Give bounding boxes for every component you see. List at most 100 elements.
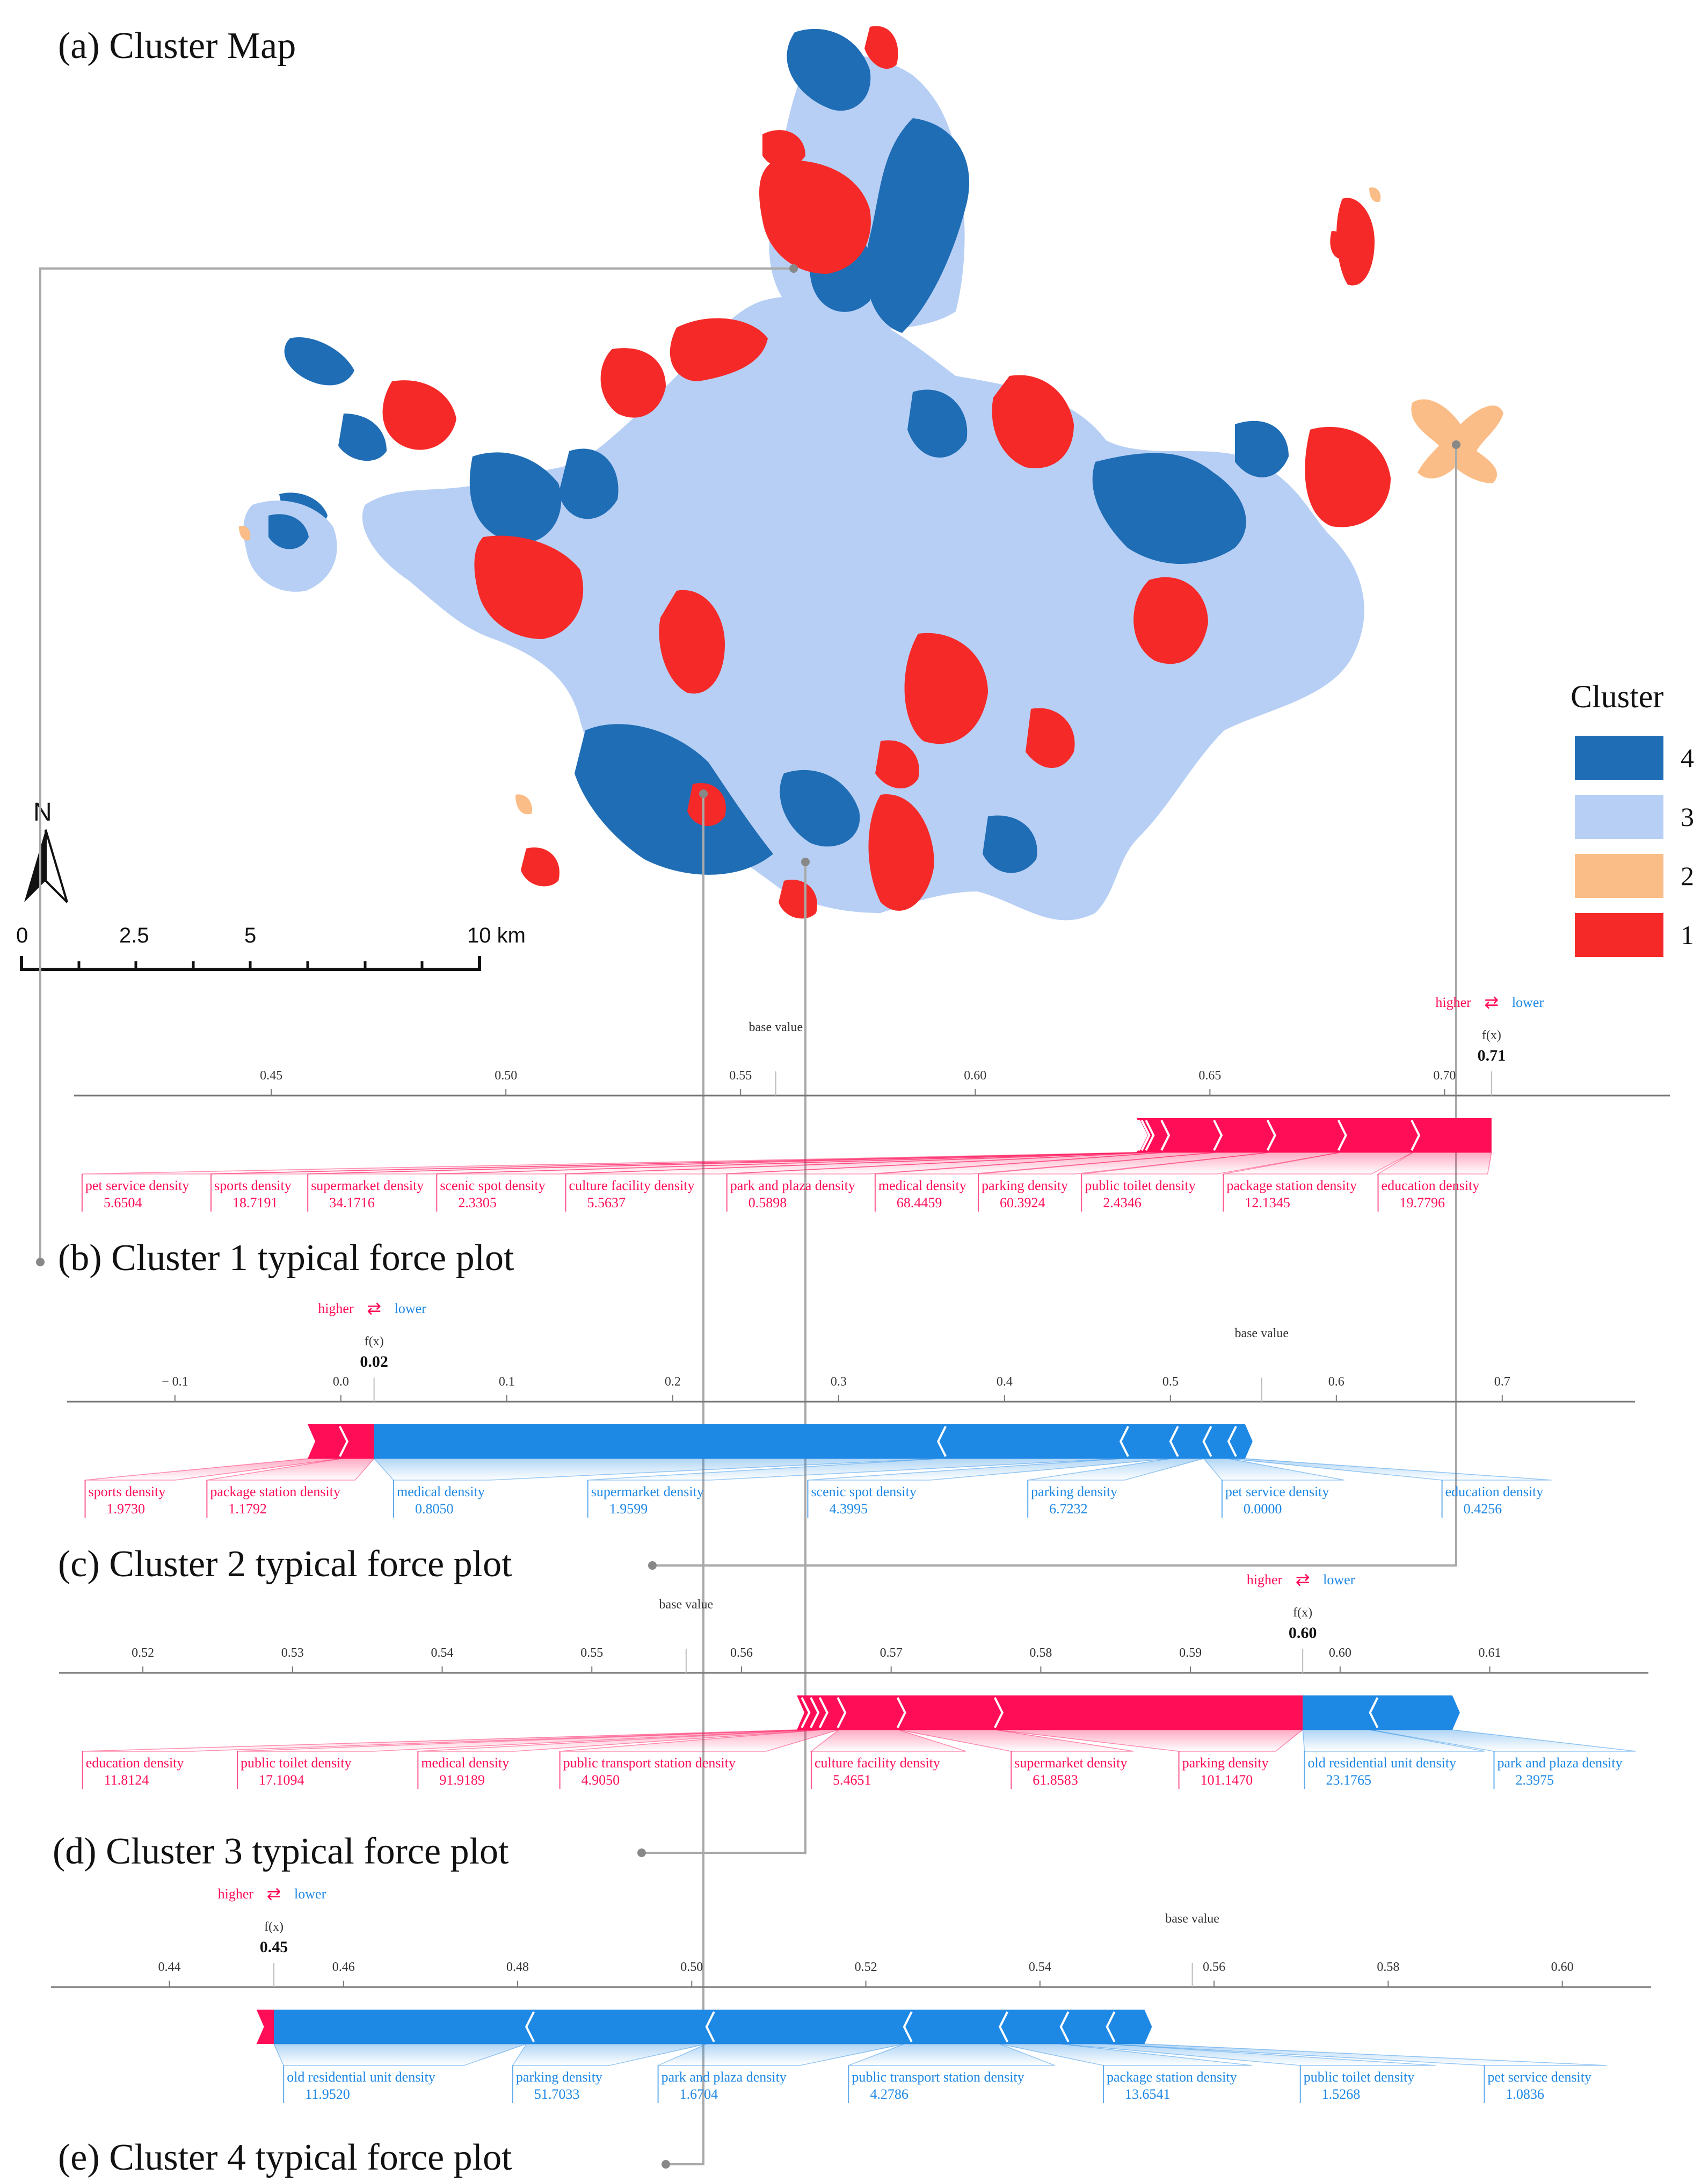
- scale-label-2-5: 2.5: [119, 924, 149, 947]
- feature-value: 68.4459: [897, 1195, 942, 1210]
- map-region-cluster1: [382, 380, 456, 450]
- map-region-cluster1: [659, 590, 725, 694]
- scale-label-0: 0: [16, 924, 28, 947]
- positive-segment-divider: [1145, 1120, 1155, 1151]
- connector-dot: [699, 789, 708, 798]
- feature-value: 13.6541: [1125, 2086, 1171, 2102]
- feature-value: 11.8124: [104, 1772, 149, 1788]
- positive-segment-divider: [810, 1697, 820, 1728]
- negative-segment-divider: [999, 2011, 1009, 2042]
- feature-fan: [875, 1152, 1216, 1175]
- feature-name: pet service density: [85, 1178, 190, 1193]
- positive-segment-divider: [1337, 1120, 1347, 1151]
- axis-tick-label: 0.54: [1029, 1960, 1051, 1974]
- positive-segment-divider: [1266, 1120, 1276, 1151]
- connector-dot: [789, 264, 798, 273]
- map-title: (a) Cluster Map: [58, 25, 296, 67]
- force-plot-cluster2: (c) Cluster 2 typical force plot − 0.1 0.0…: [58, 1298, 1635, 1585]
- feature-value: 6.7232: [1049, 1501, 1088, 1517]
- feature-value: 0.5898: [748, 1195, 787, 1210]
- feature-name: sports density: [89, 1484, 166, 1499]
- map-region-cluster1: [1026, 708, 1075, 768]
- negative-segment-divider: [1202, 1426, 1212, 1457]
- negative-segment-divider: [1106, 2011, 1116, 2042]
- feature-fan: [1060, 2043, 1436, 2066]
- map-region-cluster4: [469, 452, 562, 543]
- feature-name: supermarket density: [311, 1178, 424, 1193]
- legend-title: Cluster: [1571, 679, 1663, 714]
- feature-value: 2.4346: [1103, 1195, 1142, 1210]
- map-region-cluster1: [1305, 426, 1391, 527]
- force-plot-cluster1: (b) Cluster 1 typical force plot 0.45 0.50…: [58, 992, 1670, 1279]
- feature-value: 101.1470: [1201, 1772, 1253, 1788]
- connector-dot: [1452, 440, 1460, 449]
- base-value-label: base value: [1234, 1326, 1289, 1340]
- axis-tick-label: 0.48: [506, 1960, 529, 1974]
- connector-cluster1: [39, 267, 794, 1262]
- axis-tick-label: 0.1: [499, 1375, 515, 1389]
- map-region-cluster1: [992, 375, 1074, 468]
- map-region-cluster1: [670, 318, 768, 381]
- feature-name: public toilet density: [1085, 1178, 1196, 1193]
- axis-tick-label: 0.55: [580, 1646, 603, 1660]
- base-value-label: base value: [659, 1598, 714, 1612]
- feature-name: park and plaza density: [1497, 1755, 1622, 1771]
- feature-name: scenic spot density: [811, 1484, 916, 1499]
- positive-segment-divider: [801, 1697, 811, 1728]
- higher-lower-arrow-icon: ⇄: [1484, 992, 1499, 1012]
- higher-label: higher: [1247, 1572, 1283, 1587]
- negative-bar: [274, 2010, 1152, 2044]
- feature-value: 1.6704: [680, 2086, 718, 2102]
- feature-fan: [1202, 1458, 1345, 1481]
- north-label: N: [33, 798, 52, 827]
- map-region-cluster4: [866, 118, 970, 333]
- feature-fan: [1223, 1152, 1413, 1175]
- negative-segment-divider: [1169, 1426, 1179, 1457]
- feature-value: 60.3924: [1000, 1195, 1045, 1210]
- feature-name: parking density: [516, 2069, 602, 2085]
- feature-name: package station density: [210, 1484, 340, 1499]
- feature-value: 12.1345: [1245, 1195, 1290, 1210]
- feature-value: 1.5268: [1322, 2086, 1361, 2102]
- force-plot-title: (e) Cluster 4 typical force plot: [58, 2137, 512, 2178]
- map-region-cluster4: [558, 448, 619, 519]
- positive-segment-divider: [993, 1697, 1004, 1728]
- connector-dot: [637, 1848, 646, 1857]
- higher-lower-arrow-icon: ⇄: [1296, 1569, 1310, 1590]
- axis-tick-label: 0.56: [1203, 1960, 1225, 1974]
- axis-tick-label: 0.50: [680, 1960, 703, 1974]
- positive-segment-divider: [1140, 1120, 1151, 1151]
- feature-fan: [1028, 1458, 1204, 1481]
- negative-bar: [1303, 1695, 1460, 1730]
- feature-value: 5.6504: [104, 1195, 142, 1210]
- map-region-cluster4: [284, 337, 354, 386]
- axis-tick-label: 0.61: [1479, 1646, 1501, 1660]
- positive-bar: [1137, 1118, 1492, 1152]
- feature-fan: [848, 2043, 1055, 2066]
- positive-bar: [256, 2010, 274, 2044]
- feature-name: parking density: [982, 1178, 1068, 1193]
- connector-lines: [36, 264, 1460, 2169]
- base-value-label: base value: [748, 1020, 803, 1034]
- positive-bar: [308, 1424, 374, 1459]
- axis-tick-label: 0.55: [729, 1069, 752, 1083]
- feature-value: 51.7033: [534, 2086, 580, 2102]
- feature-name: public toilet density: [241, 1755, 352, 1771]
- feature-name: old residential unit density: [1308, 1755, 1457, 1771]
- legend-swatch-2: [1575, 854, 1663, 898]
- map-region-cluster2: [515, 794, 532, 815]
- feature-value: 0.4256: [1464, 1501, 1502, 1517]
- connector-cluster3: [642, 862, 806, 1854]
- feature-name: scenic spot density: [440, 1178, 545, 1193]
- north-arrow: N: [24, 798, 68, 903]
- feature-fan: [82, 1729, 803, 1752]
- feature-name: education density: [86, 1755, 184, 1771]
- negative-segment-divider: [525, 2011, 535, 2042]
- feature-fan: [565, 1152, 1147, 1175]
- negative-bar: [374, 1424, 1253, 1459]
- legend-swatch-1: [1575, 913, 1663, 957]
- feature-name: pet service density: [1225, 1484, 1329, 1499]
- feature-name: parking density: [1182, 1755, 1269, 1771]
- connector-dot: [648, 1561, 657, 1570]
- feature-fan: [211, 1152, 1139, 1175]
